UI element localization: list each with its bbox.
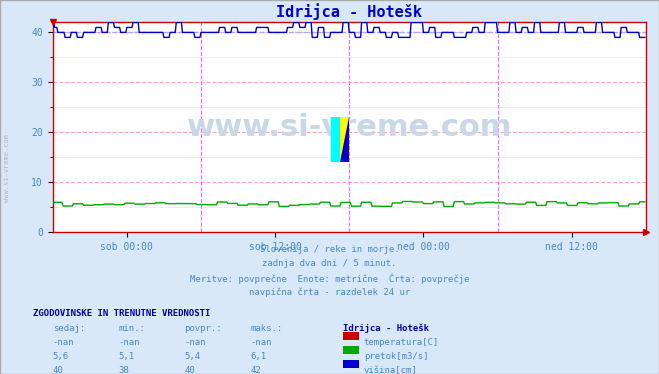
Text: 38: 38 [119, 366, 129, 374]
Text: povpr.:: povpr.: [185, 324, 222, 332]
Text: 40: 40 [53, 366, 63, 374]
Bar [331, 117, 340, 162]
Text: navpična črta - razdelek 24 ur: navpična črta - razdelek 24 ur [249, 288, 410, 297]
Text: Meritve: povprečne  Enote: metrične  Črta: povprečje: Meritve: povprečne Enote: metrične Črta:… [190, 273, 469, 284]
Text: 40: 40 [185, 366, 195, 374]
Text: -nan: -nan [119, 338, 140, 347]
Text: Slovenija / reke in morje.: Slovenija / reke in morje. [260, 245, 399, 254]
Text: -nan: -nan [250, 338, 272, 347]
Text: 5,6: 5,6 [53, 352, 69, 361]
Text: višina[cm]: višina[cm] [364, 366, 418, 374]
Text: 6,1: 6,1 [250, 352, 266, 361]
Text: www.si-vreme.com: www.si-vreme.com [3, 134, 10, 202]
Text: ZGODOVINSKE IN TRENUTNE VREDNOSTI: ZGODOVINSKE IN TRENUTNE VREDNOSTI [33, 309, 210, 318]
Text: maks.:: maks.: [250, 324, 283, 332]
Text: www.si-vreme.com: www.si-vreme.com [186, 113, 512, 142]
Polygon shape [331, 117, 340, 162]
Text: min.:: min.: [119, 324, 146, 332]
Text: sedaj:: sedaj: [53, 324, 85, 332]
Title: Idrijca - Hotešk: Idrijca - Hotešk [276, 3, 422, 20]
Text: 5,1: 5,1 [119, 352, 134, 361]
Text: pretok[m3/s]: pretok[m3/s] [364, 352, 428, 361]
Text: Idrijca - Hotešk: Idrijca - Hotešk [343, 324, 429, 333]
Text: 5,4: 5,4 [185, 352, 200, 361]
Polygon shape [340, 117, 349, 162]
Text: -nan: -nan [185, 338, 206, 347]
Bar [331, 117, 349, 162]
Text: temperatura[C]: temperatura[C] [364, 338, 439, 347]
Text: 42: 42 [250, 366, 261, 374]
Text: -nan: -nan [53, 338, 74, 347]
Text: zadnja dva dni / 5 minut.: zadnja dva dni / 5 minut. [262, 259, 397, 268]
